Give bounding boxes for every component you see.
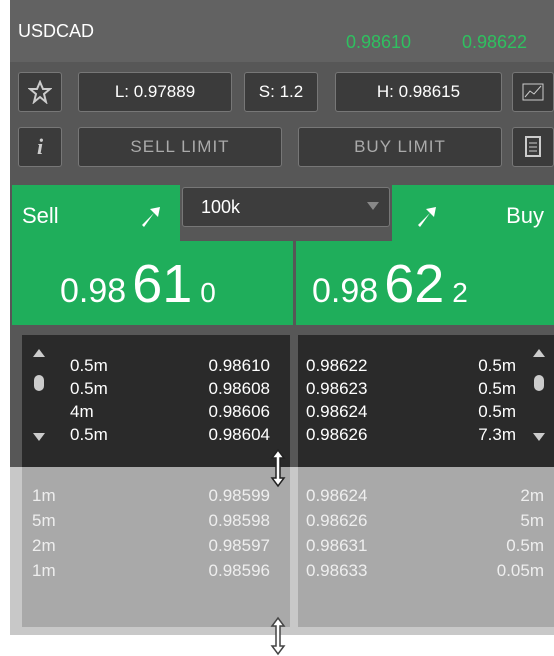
size: 0.5m xyxy=(70,425,108,444)
size: 0.5m xyxy=(478,379,516,398)
price: 0.98626 xyxy=(306,511,368,530)
sell-limit-button[interactable]: SELL LIMIT xyxy=(78,127,282,167)
header: USDCAD 0.98610 0.98622 xyxy=(10,0,554,62)
buy-arrow xyxy=(418,207,436,227)
buy-price: 0.98 62 2 xyxy=(312,257,468,311)
chart-button[interactable] xyxy=(512,72,554,112)
scrollbar[interactable] xyxy=(532,347,546,447)
spread-text: S: 1.2 xyxy=(258,82,304,101)
price: 0.98633 xyxy=(306,561,368,580)
size: 1m xyxy=(32,486,56,505)
depth-asks: 0.98622 0.5m 0.98623 0.5m 0.98624 0.5m 0.98626… xyxy=(298,335,554,467)
price: 0.98631 xyxy=(306,536,368,555)
size: 0.5m xyxy=(506,536,544,555)
buy-big: 0.98 xyxy=(312,272,379,310)
document-icon xyxy=(525,136,541,157)
price: 0.98604 xyxy=(208,425,270,444)
bid: 0.98610 xyxy=(346,32,412,52)
size: 5m xyxy=(520,511,544,530)
scrollbar[interactable] xyxy=(32,347,46,447)
price: 0.98624 xyxy=(306,402,368,421)
sell-label: Sell xyxy=(22,203,59,228)
price: 0.98626 xyxy=(306,425,368,444)
sell-fraction: 0 xyxy=(200,277,216,308)
size: 1m xyxy=(32,561,56,580)
price: 0.98599 xyxy=(208,486,270,505)
sell-big: 0.98 xyxy=(60,272,127,310)
price: 0.98610 xyxy=(208,356,270,375)
symbol: USDCAD xyxy=(18,21,95,41)
price: 0.98597 xyxy=(208,536,270,555)
price: 0.98622 xyxy=(306,356,368,375)
buy-limit-button[interactable]: BUY LIMIT xyxy=(298,127,502,167)
buy-pips: 62 xyxy=(384,254,445,314)
orders-button[interactable] xyxy=(512,127,554,167)
size: 7.3m xyxy=(478,425,516,444)
book-asks: 0.98624 2m 0.98626 5m 0.98631 0.5m 0.98633 0.05… xyxy=(298,467,554,627)
price: 0.98608 xyxy=(208,379,270,398)
book-bids: 1m 0.98599 5m 0.98598 2m 0.98597 1m 0.98596 xyxy=(22,467,290,627)
spread-stat: S: 1.2 xyxy=(244,72,318,112)
chart-icon xyxy=(522,83,544,101)
resize-handle[interactable] xyxy=(268,616,288,656)
ask: 0.98622 xyxy=(462,32,528,52)
amount-dropdown[interactable]: 100k xyxy=(182,187,390,227)
buy-limit-text: BUY LIMIT xyxy=(354,137,446,156)
size: 0.5m xyxy=(70,379,108,398)
info-button[interactable]: i xyxy=(18,127,62,167)
resize-handle[interactable] xyxy=(268,448,288,488)
amount-area: 100k xyxy=(180,185,392,241)
sell-arrow xyxy=(142,207,160,227)
price: 0.98606 xyxy=(208,402,270,421)
size: 0.5m xyxy=(478,356,516,375)
favorite-button[interactable] xyxy=(18,72,62,112)
depth-bids: 0.5m 0.98610 0.5m 0.98608 4m 0.98606 0.5m 0.986… xyxy=(22,335,290,467)
price: 0.98624 xyxy=(306,486,368,505)
size: 4m xyxy=(70,402,94,421)
price: 0.98598 xyxy=(208,511,270,530)
sell-limit-text: SELL LIMIT xyxy=(130,137,230,156)
dropdown-arrow xyxy=(367,202,379,210)
size: 2m xyxy=(520,486,544,505)
high-text: H: 0.98615 xyxy=(376,82,461,101)
size: 0.05m xyxy=(496,561,544,580)
low-text: L: 0.97889 xyxy=(114,82,196,101)
size: 0.5m xyxy=(478,402,516,421)
price: 0.98596 xyxy=(208,561,270,580)
size: 5m xyxy=(32,511,56,530)
low-stat: L: 0.97889 xyxy=(78,72,232,112)
size: 0.5m xyxy=(70,356,108,375)
buy-panel[interactable]: Buy 0.98 62 2 xyxy=(296,185,554,325)
info-text: i xyxy=(36,134,44,159)
buy-label: Buy xyxy=(506,203,544,228)
high-stat: H: 0.98615 xyxy=(335,72,502,112)
buy-fraction: 2 xyxy=(452,277,468,308)
sell-pips: 61 xyxy=(132,254,193,314)
amount-text: 100k xyxy=(201,197,241,217)
price: 0.98623 xyxy=(306,379,368,398)
size: 2m xyxy=(32,536,56,555)
sell-price: 0.98 61 0 xyxy=(60,257,216,311)
star-icon xyxy=(28,80,52,104)
